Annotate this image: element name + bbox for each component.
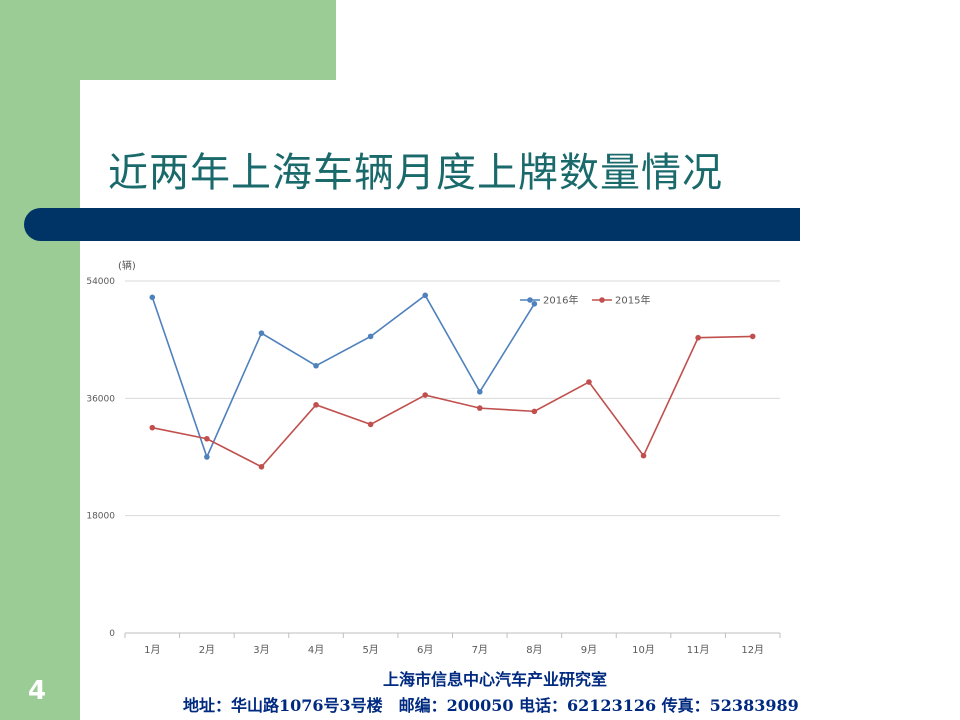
data-point [422, 292, 429, 299]
data-point [149, 424, 156, 431]
x-tick-label: 12月 [741, 644, 764, 656]
page-number: 4 [28, 676, 47, 706]
data-point [204, 435, 210, 442]
y-tick-label: 54000 [86, 277, 115, 287]
y-tick-label: 0 [109, 629, 115, 639]
x-tick-label: 1月 [144, 644, 160, 656]
data-point [149, 294, 156, 301]
data-point [476, 405, 483, 411]
footer-contact: 地址：华山路1076号3号楼 邮编：200050 电话：62123126 传真：… [183, 696, 799, 715]
series-line-2016年 [151, 294, 536, 460]
data-point [586, 379, 592, 385]
x-tick-label: 9月 [581, 644, 597, 656]
data-point [531, 408, 538, 415]
series-lines [149, 292, 756, 470]
x-tick-label: 5月 [362, 644, 378, 656]
data-point [313, 402, 319, 408]
series-line-2015年 [152, 335, 753, 468]
y-axis-unit-label: (辆) [118, 259, 136, 272]
data-point [476, 389, 483, 395]
data-point [640, 452, 647, 459]
data-point [367, 421, 374, 428]
footer-organization: 上海市信息中心汽车产业研究室 [383, 670, 608, 689]
x-tick-label: 7月 [472, 644, 488, 656]
data-point [258, 330, 265, 336]
background-green-left [0, 0, 80, 720]
title-underline-bar [24, 208, 800, 241]
legend-swatch-marker [527, 297, 533, 303]
data-point [695, 334, 701, 341]
data-point [204, 454, 210, 460]
data-point [367, 333, 374, 340]
data-point [531, 301, 538, 307]
data-point [313, 362, 319, 369]
line-chart: 0 18000 36000 54000 1月 2月 3月 4月 5月 6月 7月 8月 9月 10月 11… [86, 259, 781, 656]
x-tick-label: 3月 [253, 644, 269, 656]
x-tick-label: 11月 [687, 644, 710, 656]
y-tick-label: 18000 [86, 512, 115, 522]
data-point [749, 333, 756, 340]
legend-swatch-marker [599, 297, 605, 303]
slide-title: 近两年上海车辆月度上牌数量情况 [108, 150, 723, 196]
data-point [422, 392, 429, 398]
x-tick-label: 10月 [632, 644, 655, 656]
legend-label: 2016年 [543, 294, 578, 307]
x-tick-label: 8月 [526, 644, 542, 656]
x-tick-label: 6月 [417, 644, 433, 656]
y-tick-label: 36000 [86, 394, 115, 404]
grid-lines [125, 280, 780, 634]
data-point [258, 463, 265, 470]
chart-legend: 2016年 2015年 [520, 294, 650, 307]
legend-label: 2015年 [615, 294, 650, 307]
x-tick-label: 4月 [308, 644, 324, 656]
x-tick-label: 2月 [199, 644, 215, 656]
x-axis-ticks: 1月 2月 3月 4月 5月 6月 7月 8月 9月 10月 11月 12月 [124, 633, 781, 656]
y-axis-ticks: 0 18000 36000 54000 [86, 277, 115, 639]
slide-content-area [80, 80, 960, 720]
